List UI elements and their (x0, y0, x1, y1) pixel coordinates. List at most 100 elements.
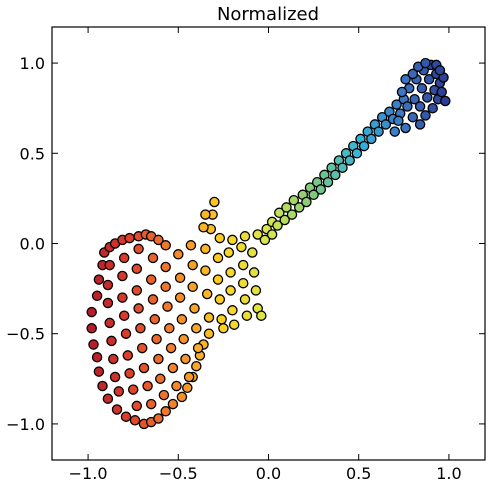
data-point (167, 398, 179, 410)
data-point (129, 415, 141, 426)
data-point (106, 335, 117, 347)
data-point (209, 196, 220, 208)
data-point (200, 209, 211, 220)
data-point (192, 342, 204, 354)
data-point (440, 95, 451, 107)
data-point (389, 126, 401, 137)
data-point (218, 323, 229, 334)
data-point (228, 319, 240, 330)
data-point (407, 111, 419, 123)
plot-frame (51, 26, 486, 461)
data-point (322, 176, 334, 188)
data-point (180, 353, 191, 365)
data-point (416, 83, 428, 94)
data-point (315, 184, 327, 195)
data-point (223, 247, 235, 258)
data-point (124, 232, 135, 244)
y-tick-label: −1.0 (6, 415, 45, 434)
data-point (153, 353, 164, 365)
data-point (423, 74, 435, 85)
data-point (86, 323, 97, 334)
data-point (174, 292, 186, 303)
data-point (113, 386, 125, 397)
data-point (111, 404, 123, 415)
data-point (241, 310, 253, 321)
data-point (239, 294, 251, 305)
data-point (162, 301, 173, 312)
data-point (214, 232, 226, 244)
data-point (200, 243, 211, 255)
data-point (308, 189, 319, 201)
data-point (151, 333, 162, 345)
data-point (250, 285, 262, 296)
data-point (102, 297, 114, 309)
data-point (183, 371, 195, 383)
data-point (216, 314, 227, 325)
data-point (158, 389, 170, 401)
data-point (122, 350, 134, 361)
data-point (131, 400, 143, 412)
data-point (422, 92, 433, 103)
data-point (344, 155, 355, 166)
data-point (171, 380, 182, 392)
data-point (266, 229, 278, 240)
data-point (396, 86, 408, 98)
data-point (236, 241, 247, 253)
data-point (118, 310, 130, 321)
data-point (420, 110, 431, 121)
data-point (272, 220, 283, 231)
data-point (149, 314, 161, 325)
data-point (160, 281, 171, 293)
data-point (153, 234, 164, 246)
data-point (173, 249, 184, 260)
data-point (160, 240, 171, 251)
data-point (407, 68, 419, 80)
data-point (330, 169, 341, 181)
data-point (104, 259, 115, 271)
data-point (187, 281, 198, 293)
data-point (248, 267, 260, 278)
data-point (120, 328, 132, 339)
data-point (102, 393, 114, 404)
data-point (176, 391, 188, 403)
data-point (117, 270, 128, 282)
data-point (189, 303, 200, 314)
data-point (247, 247, 258, 258)
y-tick-label: 0.5 (20, 144, 45, 163)
data-point (187, 259, 198, 271)
data-point (391, 99, 402, 110)
data-point (237, 259, 249, 271)
data-point (203, 328, 215, 339)
data-point (131, 263, 143, 275)
data-point (414, 119, 426, 130)
data-point (393, 115, 404, 127)
ticks-layer: −1.0 −0.5 0.0 0.5 1.0 −1.0 −0.5 0.0 0.5 1.0 (6, 27, 485, 483)
data-point (337, 162, 348, 173)
data-point (427, 102, 438, 114)
data-point (256, 310, 267, 321)
data-point (434, 65, 446, 76)
data-point (167, 362, 179, 374)
data-point (97, 380, 108, 392)
data-point (281, 202, 292, 213)
data-point (153, 413, 164, 424)
data-point (358, 140, 370, 152)
data-point (279, 214, 290, 226)
data-point (400, 74, 411, 85)
data-point (165, 342, 177, 354)
data-point (351, 148, 363, 159)
data-point (133, 303, 144, 314)
x-tick-label: 0.0 (256, 464, 281, 483)
data-point (203, 312, 215, 323)
data-point (145, 274, 157, 285)
data-point (239, 231, 251, 242)
data-point (185, 240, 197, 251)
data-point (127, 384, 139, 395)
data-point (91, 290, 103, 302)
x-tick-label: 0.5 (346, 464, 371, 483)
data-point (176, 314, 188, 325)
data-point (104, 317, 115, 329)
data-point (286, 209, 298, 220)
data-point (400, 122, 411, 134)
